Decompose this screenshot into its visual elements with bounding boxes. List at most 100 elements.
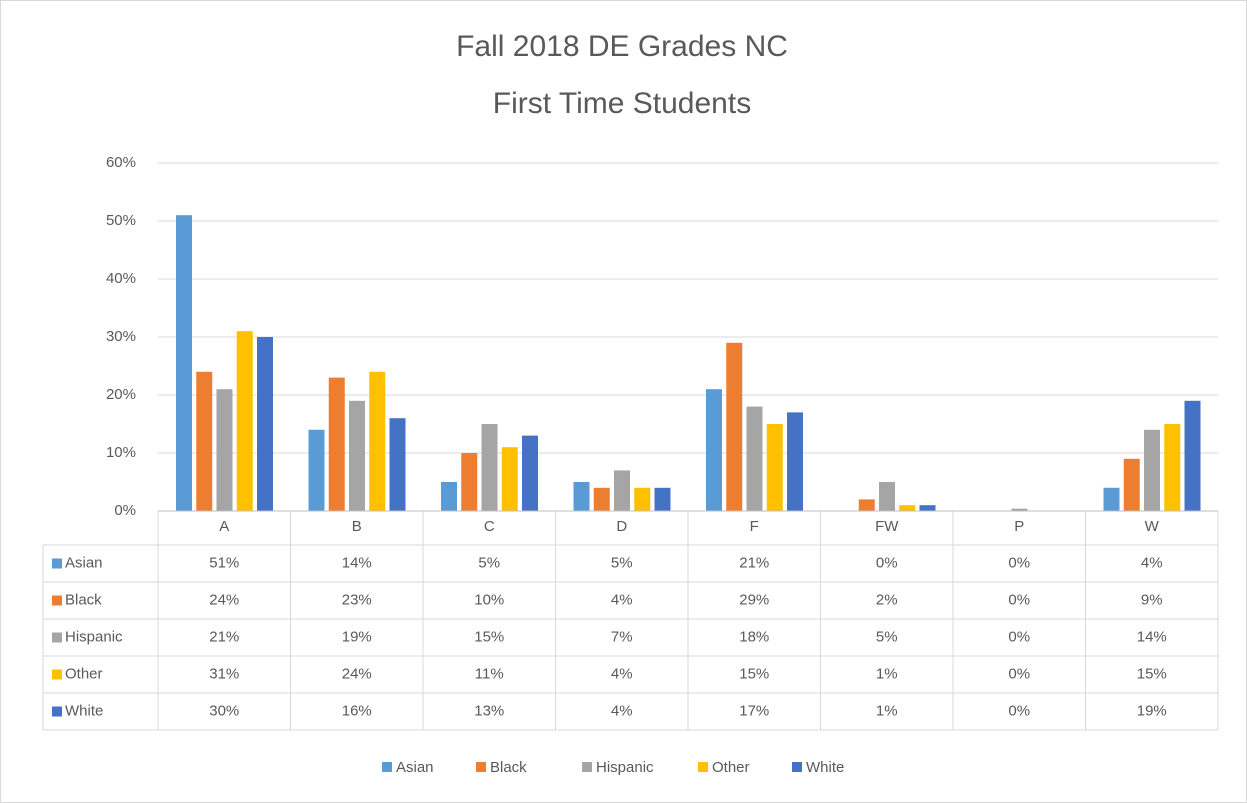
- chart-subtitle: First Time Students: [493, 87, 751, 120]
- table-cell: 30%: [209, 702, 239, 719]
- table-legend-swatch: [52, 632, 62, 643]
- table-cell: 17%: [739, 702, 769, 719]
- bar: [441, 482, 457, 511]
- y-tick-label: 0%: [114, 502, 136, 519]
- table-cell: 4%: [611, 665, 633, 682]
- table-cell: 1%: [876, 665, 898, 682]
- table-cell: 14%: [1137, 628, 1167, 645]
- bar: [522, 435, 538, 511]
- table-cell: 0%: [1008, 702, 1030, 719]
- bar: [899, 505, 916, 511]
- table-cell: 16%: [342, 702, 372, 719]
- bar: [501, 447, 518, 511]
- y-tick-label: 40%: [106, 270, 136, 287]
- table-row-label: Black: [65, 591, 102, 608]
- bar: [1144, 429, 1160, 511]
- legend-label: Asian: [396, 759, 434, 776]
- table-cell: 19%: [1137, 702, 1167, 719]
- table-cell: 24%: [342, 665, 372, 682]
- table-row-label: White: [65, 702, 103, 719]
- bar: [328, 377, 345, 511]
- bar: [461, 453, 478, 511]
- legend-swatch: [582, 762, 592, 772]
- table-cell: 29%: [739, 591, 769, 608]
- bar: [349, 400, 365, 511]
- legend-swatch: [382, 762, 392, 772]
- table-row-label: Asian: [65, 554, 103, 571]
- bar: [706, 389, 722, 511]
- table-cell: 9%: [1141, 591, 1163, 608]
- bar: [573, 482, 590, 511]
- table-cell: 24%: [209, 591, 239, 608]
- table-legend-swatch: [52, 595, 62, 606]
- table-cell: 13%: [474, 702, 504, 719]
- legend-label: Black: [490, 759, 527, 776]
- table-cell: 5%: [478, 554, 500, 571]
- x-tick-label: A: [219, 518, 229, 535]
- y-tick-label: 60%: [106, 154, 136, 171]
- bar: [1103, 487, 1120, 511]
- bar: [919, 505, 936, 511]
- table-cell: 0%: [1008, 554, 1030, 571]
- legend-swatch: [476, 762, 486, 772]
- table-cell: 2%: [876, 591, 898, 608]
- table-cell: 11%: [475, 665, 504, 682]
- table-cell: 0%: [876, 554, 898, 571]
- x-tick-label: F: [750, 518, 759, 535]
- table-cell: 7%: [611, 628, 633, 645]
- table-cell: 15%: [739, 665, 769, 682]
- bar: [1184, 400, 1201, 511]
- bar: [879, 482, 895, 511]
- bar: [726, 342, 743, 511]
- bar: [593, 487, 610, 511]
- bar: [176, 215, 192, 511]
- chart-title: Fall 2018 DE Grades NC: [456, 30, 788, 63]
- table-cell: 10%: [474, 591, 504, 608]
- y-tick-label: 50%: [106, 212, 136, 229]
- y-tick-label: 10%: [106, 444, 136, 461]
- table-cell: 14%: [342, 554, 372, 571]
- table-cell: 5%: [611, 554, 633, 571]
- bar: [1011, 508, 1028, 511]
- bar: [634, 487, 651, 511]
- x-tick-label: P: [1014, 518, 1024, 535]
- bar: [257, 337, 273, 511]
- bar: [654, 487, 671, 511]
- table-cell: 18%: [739, 628, 769, 645]
- bar: [369, 371, 386, 511]
- x-tick-label: W: [1145, 518, 1160, 535]
- bar: [858, 499, 875, 511]
- x-tick-label: D: [616, 518, 627, 535]
- table-cell: 19%: [342, 628, 372, 645]
- table-cell: 4%: [611, 702, 633, 719]
- table-legend-swatch: [52, 558, 62, 569]
- table-cell: 21%: [739, 554, 769, 571]
- table-cell: 15%: [1137, 665, 1167, 682]
- table-row-label: Hispanic: [65, 628, 123, 645]
- legend-label: Hispanic: [596, 759, 654, 776]
- table-row-label: Other: [65, 665, 103, 682]
- bar: [308, 429, 325, 511]
- table-cell: 0%: [1008, 591, 1030, 608]
- x-tick-label: C: [484, 518, 495, 535]
- bar: [1164, 424, 1181, 511]
- table-cell: 1%: [876, 702, 898, 719]
- table-cell: 51%: [209, 554, 239, 571]
- legend-label: Other: [712, 759, 750, 776]
- bar: [614, 470, 630, 511]
- x-tick-label: B: [352, 518, 362, 535]
- bar: [196, 371, 213, 511]
- bar: [389, 418, 406, 511]
- table-cell: 5%: [876, 628, 898, 645]
- y-tick-label: 20%: [106, 386, 136, 403]
- legend-label: White: [806, 759, 844, 776]
- x-tick-label: FW: [875, 518, 899, 535]
- legend-swatch: [792, 762, 802, 772]
- legend-swatch: [698, 762, 708, 772]
- bar: [746, 406, 763, 511]
- y-tick-label: 30%: [106, 328, 136, 345]
- bar: [1123, 458, 1140, 511]
- table-cell: 4%: [1141, 554, 1163, 571]
- table-cell: 23%: [342, 591, 372, 608]
